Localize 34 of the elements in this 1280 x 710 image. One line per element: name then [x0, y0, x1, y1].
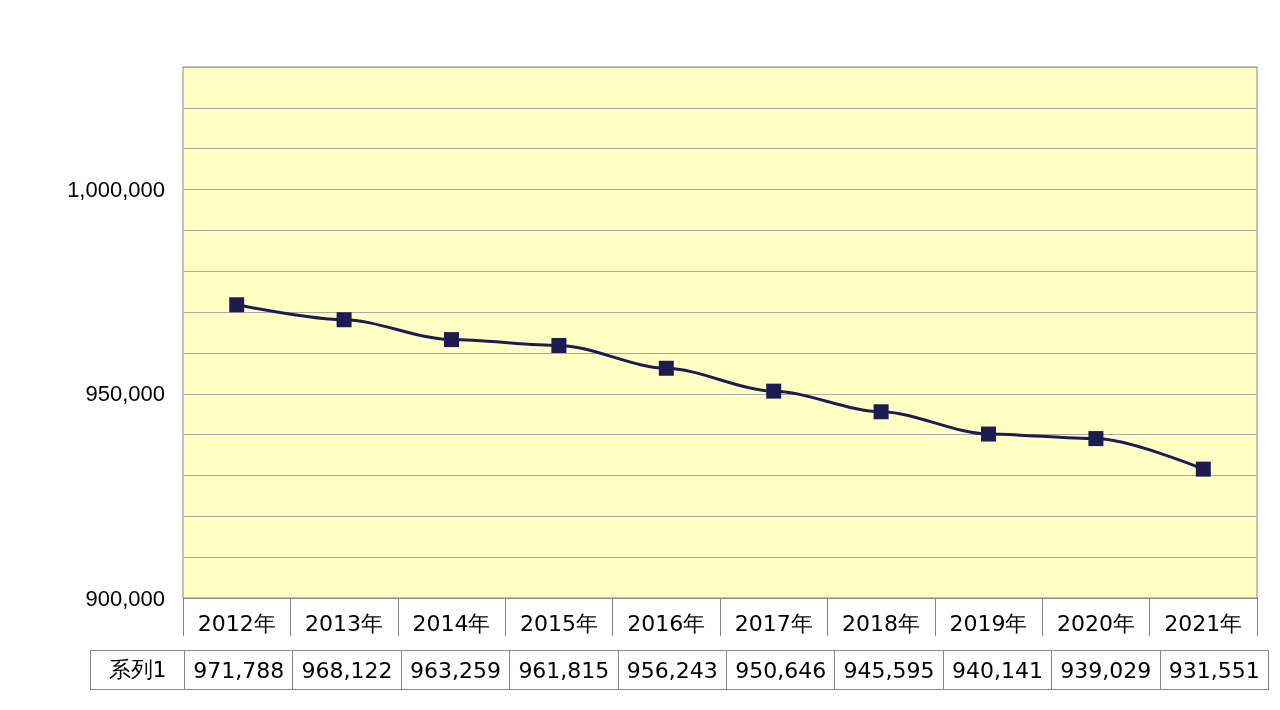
data-label: 961,815	[509, 650, 619, 690]
y-tick-label: 1,000,000	[67, 177, 165, 203]
point	[981, 426, 996, 442]
x-tick-label: 2013年	[305, 610, 384, 636]
point	[1195, 461, 1211, 477]
text: 系列1	[90, 650, 185, 690]
point	[766, 383, 782, 399]
point	[551, 338, 567, 354]
point	[873, 404, 889, 420]
x-tick-label: 2017年	[734, 610, 813, 636]
x-tick-label: 2020年	[1056, 610, 1135, 636]
y-tick-label: 900,000	[85, 585, 165, 611]
x-tick-label: 2018年	[842, 610, 921, 636]
x-tick-label: 2015年	[519, 610, 598, 636]
data-label: 968,122	[292, 650, 402, 690]
data-label: 963,259	[401, 650, 510, 690]
x-tick-label: 2019年	[949, 610, 1028, 636]
data-label: 939,029	[1051, 650, 1161, 690]
point	[1088, 431, 1104, 447]
point	[444, 332, 459, 348]
point	[229, 297, 245, 313]
data-label: 945,595	[834, 650, 944, 690]
x-tick-label: 2012年	[197, 610, 276, 636]
x-tick-label: 2016年	[627, 610, 706, 636]
data-label: 940,141	[943, 650, 1052, 690]
data-label: 971,788	[184, 650, 293, 690]
point	[658, 360, 674, 376]
x-tick-label: 2021年	[1164, 610, 1243, 636]
data-label: 956,243	[618, 650, 727, 690]
data-label: 931,551	[1160, 650, 1269, 690]
data-label: 950,646	[726, 650, 835, 690]
y-tick-label: 950,000	[85, 381, 165, 407]
point	[336, 312, 352, 328]
x-tick-label: 2014年	[412, 610, 491, 636]
